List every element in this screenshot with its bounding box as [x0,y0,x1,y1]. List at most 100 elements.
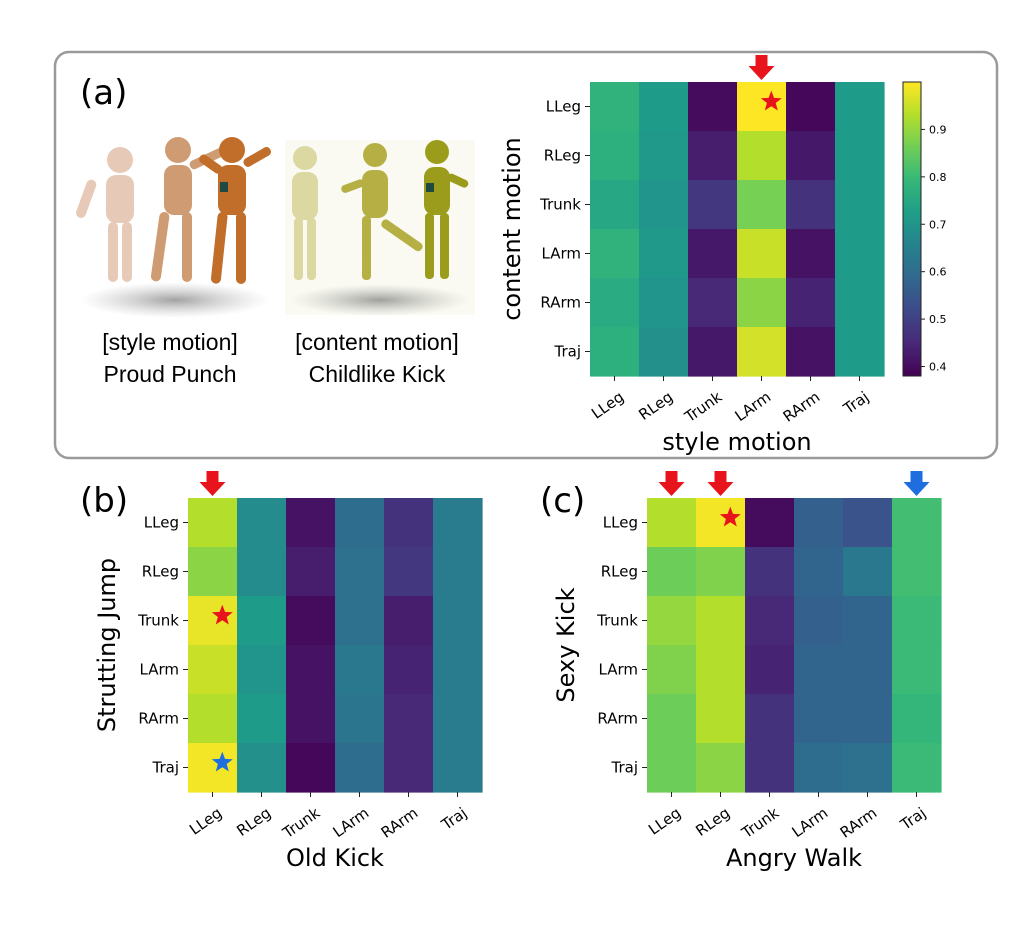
heatmap-cell [745,743,795,793]
blue-star-icon [211,751,233,772]
heatmap-cell [590,327,640,377]
y-tick-label: LArm [542,245,581,263]
x-tick-label: LLeg [588,388,627,423]
heatmap-cell [696,694,746,744]
heatmap-cell [590,131,640,181]
content-motion-illustration [285,140,475,316]
heatmap-cell [843,547,893,597]
y-tick-label: Traj [611,759,638,777]
heatmap-cell [335,547,385,597]
x-tick-label: Traj [437,804,470,835]
heatmap-cell [892,596,942,646]
mannequin-icon [199,137,272,284]
x-tick-label: LLeg [186,804,225,839]
y-tick-label: RLeg [142,563,179,581]
x-tick-label: RArm [378,804,422,842]
heatmap-cell [745,547,795,597]
heatmap-cell [737,229,787,279]
x-tick-label: RLeg [635,388,676,424]
heatmap-cell [794,547,844,597]
red-arrow-icon [199,471,226,496]
heatmap-cell [786,229,836,279]
heatmap-cell [688,278,738,328]
x-tick-label: LArm [732,388,775,425]
heatmap-cell [188,645,238,695]
red-star-icon [211,604,233,625]
heatmap-cell [688,327,738,377]
y-axis-label: content motion [498,137,526,321]
style-caption-line1: [style motion] [102,329,238,355]
heatmap-cell [384,743,434,793]
y-tick-label: LLeg [546,98,581,116]
heatmap-cell [590,82,640,132]
heatmap-cell [786,278,836,328]
heatmap-cell [892,694,942,744]
heatmap-cell [737,131,787,181]
heatmap-cell [745,596,795,646]
colorbar: 0.4 0.5 0.6 0.7 0.8 0.9 [902,81,947,377]
heatmap-cell [786,180,836,230]
y-tick-label: RArm [597,710,638,728]
panel-c-label: (c) [540,481,585,521]
x-tick-label: Traj [839,388,872,419]
heatmap-cell [647,596,697,646]
heatmap-cell [286,498,336,548]
heatmap-cell [237,547,287,597]
red-arrow-icon [658,471,685,496]
heatmap-cell [433,694,483,744]
y-tick-label: Trunk [137,612,179,630]
x-tick-label: Trunk [738,804,783,843]
heatmap-cell [433,547,483,597]
heatmap-cell [639,278,689,328]
heatmap-cell [794,694,844,744]
content-caption-line2: Childlike Kick [309,361,446,387]
heatmap-cell [647,498,697,548]
heatmap-cell [737,278,787,328]
heatmap-cell [639,180,689,230]
heatmap-cell [696,645,746,695]
heatmap-cell [737,327,787,377]
red-arrow-icon [707,471,734,496]
colorbar-tick-label: 0.6 [929,266,947,279]
colorbar-tick-label: 0.8 [929,171,947,184]
heatmap-cell [892,645,942,695]
heatmap-cell [188,743,238,793]
heatmap-cell [688,82,738,132]
heatmap-cell [688,131,738,181]
heatmap-cell [696,498,746,548]
x-tick-label: LArm [789,804,832,841]
heatmap-cell [892,547,942,597]
heatmap-cell [794,498,844,548]
mannequin-icon [150,137,228,282]
heatmap-cell [286,645,336,695]
heatmap-cell [237,596,287,646]
heatmap-cell [843,645,893,695]
heatmap-cell [188,498,238,548]
heatmap-cell [892,498,942,548]
x-tick-label: Trunk [279,804,324,843]
style-motion-illustration [76,137,272,318]
heatmap-cell [835,180,885,230]
heatmap-cell [843,743,893,793]
heatmap-cell [639,131,689,181]
heatmap-cell [433,743,483,793]
heatmap-cell [696,596,746,646]
heatmap-cell [786,82,836,132]
heatmap-cell [384,596,434,646]
y-tick-label: RLeg [601,563,638,581]
heatmap-cell [384,645,434,695]
heatmap-cell [794,645,844,695]
y-tick-label: Traj [554,343,581,361]
x-tick-label: Trunk [681,388,726,427]
heatmap-cell [843,694,893,744]
panel-a-frame [53,50,999,460]
heatmap-cell [433,498,483,548]
x-tick-label: RLeg [692,804,733,840]
colorbar-bar [902,81,922,377]
heatmap-cell [835,278,885,328]
heatmap-cell [286,596,336,646]
heatmap-cell [786,131,836,181]
